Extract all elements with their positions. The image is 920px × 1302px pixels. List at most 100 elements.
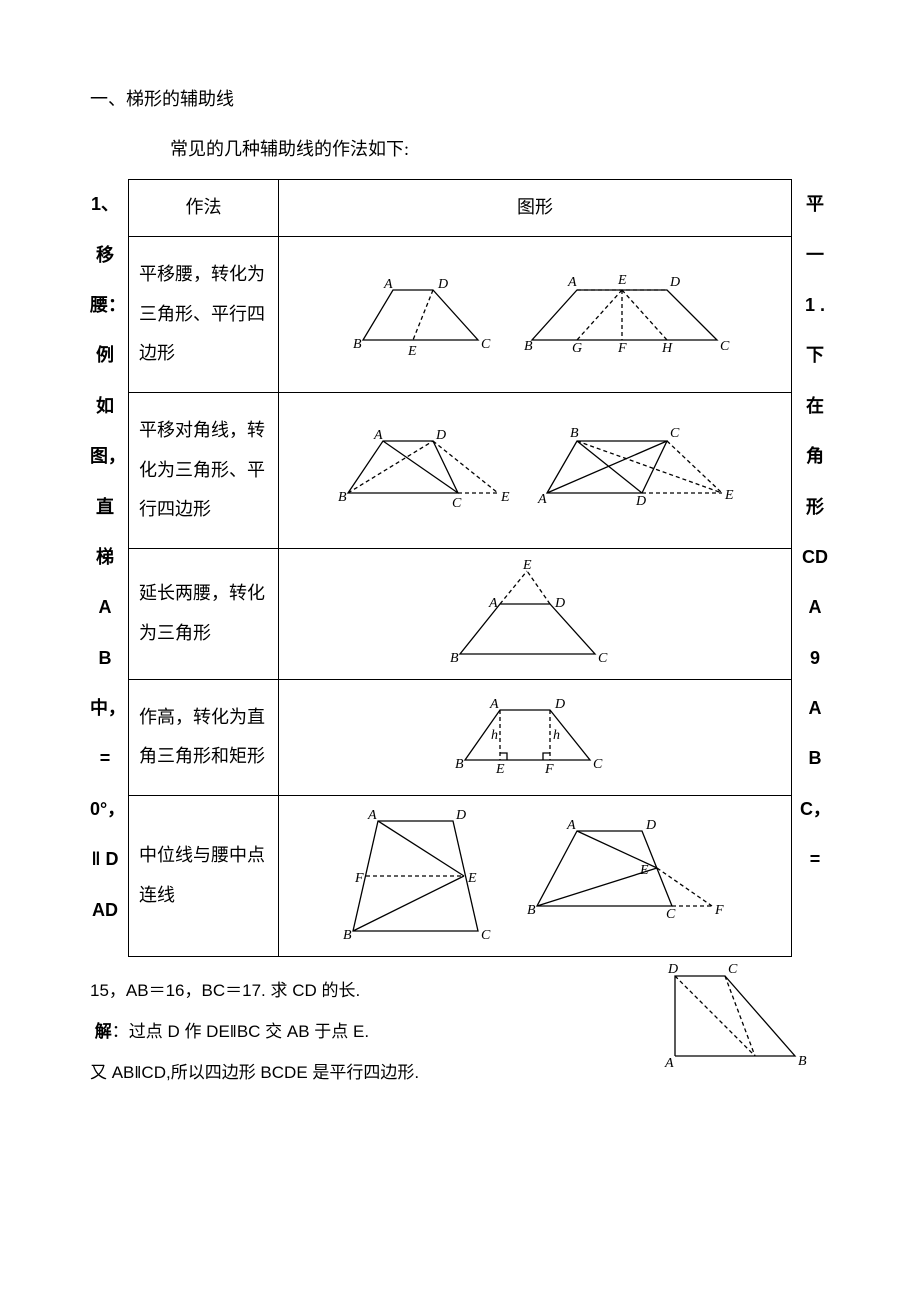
method-cell-4: 作高，转化为直角三角形和矩形 [129,679,279,795]
svg-text:D: D [635,494,646,509]
svg-text:A: A [664,1056,674,1071]
lw-13: AD [90,885,120,935]
figure-cell-5: A D F E B C [279,795,792,956]
lw-2: 腰： [90,280,120,330]
main-content-row: 1、 移 腰： 例 如 图， 直 梯 A B 中， = 0°， ‖ D AD 作… [90,179,830,957]
svg-text:B: B [798,1054,807,1069]
rw-0: 平 [800,179,830,229]
rw-9: A [800,582,830,632]
svg-text:D: D [645,818,656,833]
lw-4: 如 [90,381,120,431]
svg-text:D: D [437,277,448,292]
svg-text:h: h [491,728,498,743]
fig-2b: B C A D E [532,423,742,518]
rw-10: 9 [800,633,830,683]
svg-text:C: C [593,757,603,772]
svg-text:B: B [343,928,352,943]
rw-5: 在 [800,381,830,431]
svg-text:B: B [524,339,533,354]
fig-1a: A D B C E [338,270,518,360]
rw-11: A B [800,683,830,784]
svg-text:D: D [554,697,565,712]
right-wrap-column: 平 一 1 . 下 在 角 形 CD A 9 A B C， = [792,179,830,884]
svg-text:C: C [670,426,680,441]
bold-jie: 解 [95,1022,112,1041]
method-cell-3: 延长两腰，转化为三角形 [129,548,279,679]
lw-11: 0°， [90,784,120,834]
example-text-block: 15，AB＝16，BC＝17. 求 CD 的长. 解：过点 D 作 DE‖BC … [90,971,830,1093]
lw-5: 图， [90,431,120,481]
lw-9: 中， [90,683,120,733]
svg-text:A: A [567,275,577,290]
svg-text:B: B [455,757,464,772]
svg-text:G: G [572,341,582,356]
rw-12: C， [800,784,830,834]
table-row: 平移腰，转化为三角形、平行四边形 A D B C E [129,237,792,393]
svg-text:H: H [661,341,673,356]
svg-text:E: E [495,762,505,777]
method-cell-1: 平移腰，转化为三角形、平行四边形 [129,237,279,393]
rw-6: 角 [800,431,830,481]
svg-text:D: D [669,275,680,290]
svg-text:D: D [455,808,466,823]
svg-text:A: A [566,818,576,833]
svg-text:C: C [728,962,738,977]
svg-text:E: E [407,344,417,359]
example-figure: D C A B [660,961,810,1071]
method-cell-5: 中位线与腰中点连线 [129,795,279,956]
lw-7: 梯 [90,532,120,582]
lw-6: 直 [90,482,120,532]
svg-text:F: F [617,341,627,356]
figure-cell-3: E A D B C [279,548,792,679]
method-cell-2: 平移对角线，转化为三角形、平行四边形 [129,392,279,548]
th-figure: 图形 [279,180,792,237]
table-row: 平移对角线，转化为三角形、平行四边形 A D B C [129,392,792,548]
svg-text:A: A [367,808,377,823]
lw-10: = [90,733,120,783]
figure-cell-4: A D B C E F h h [279,679,792,795]
fig-1b: A E D B G F H C [522,270,732,360]
svg-text:C: C [452,496,462,511]
svg-text:F: F [714,903,724,918]
svg-text:B: B [353,337,362,352]
lw-8: A B [90,582,120,683]
rw-4: 下 [800,330,830,380]
fig-5b: A D E B C F [522,816,732,936]
svg-text:A: A [488,596,498,611]
svg-text:A: A [373,428,383,443]
svg-text:B: B [527,903,536,918]
rw-3: 1 . [800,280,830,330]
svg-text:E: E [639,863,649,878]
svg-text:D: D [667,962,678,977]
figure-cell-2: A D B C E [279,392,792,548]
svg-text:F: F [354,871,364,886]
svg-text:C: C [720,339,730,354]
lw-1: 移 [90,230,120,280]
rw-8: CD [800,532,830,582]
svg-text:A: A [489,697,499,712]
table-header-row: 作法 图形 [129,180,792,237]
methods-table: 作法 图形 平移腰，转化为三角形、平行四边形 A D B [128,179,792,957]
rw-7: 形 [800,482,830,532]
lw-3: 例 [90,330,120,380]
figure-cell-1: A D B C E [279,237,792,393]
svg-text:E: E [522,559,532,573]
fig-4: A D B C E F h h [435,695,635,780]
intro-text: 常见的几种辅助线的作法如下: [170,130,830,170]
rw-1: 一 [800,230,830,280]
section-title: 一、梯形的辅助线 [90,80,830,120]
lw-0: 1、 [90,179,120,229]
svg-text:A: A [537,492,547,507]
svg-text:E: E [500,490,510,505]
svg-text:E: E [617,273,627,288]
svg-text:B: B [338,490,347,505]
svg-text:E: E [724,488,734,503]
fig-5a: A D F E B C [338,806,518,946]
fig-3: E A D B C [435,559,635,669]
svg-text:C: C [481,337,491,352]
svg-text:C: C [481,928,491,943]
table-row: 中位线与腰中点连线 A D F E B C [129,795,792,956]
th-method: 作法 [129,180,279,237]
svg-text:D: D [435,428,446,443]
svg-text:C: C [598,651,608,666]
